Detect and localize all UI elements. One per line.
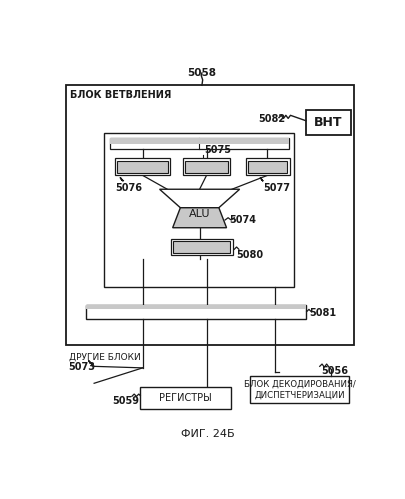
Bar (104, 133, 294, 287)
Text: 5080: 5080 (236, 250, 263, 260)
Bar (305, 110, 350, 135)
Text: 5059: 5059 (111, 396, 139, 406)
Bar (66, 85, 353, 345)
Bar (117, 161, 168, 173)
Bar (171, 239, 232, 255)
Text: БЛОК ВЕТВЛЕНИЯ: БЛОК ВЕТВЛЕНИЯ (70, 90, 171, 100)
Bar (173, 241, 230, 253)
Text: 5077: 5077 (263, 183, 290, 193)
Bar (109, 138, 288, 149)
Text: 5075: 5075 (204, 145, 231, 155)
Bar (109, 138, 288, 144)
Bar (247, 161, 287, 173)
Text: ДРУГИЕ БЛОКИ: ДРУГИЕ БЛОКИ (68, 352, 140, 361)
Text: ALU: ALU (188, 209, 210, 219)
Text: 5076: 5076 (115, 183, 142, 193)
Polygon shape (172, 208, 226, 228)
Text: ВНТ: ВНТ (313, 116, 341, 129)
Text: 5058: 5058 (187, 67, 216, 77)
Text: РЕГИСТРЫ: РЕГИСТРЫ (159, 393, 211, 403)
Bar (86, 305, 305, 318)
Bar (245, 159, 289, 175)
Bar (86, 305, 305, 309)
Text: 5056: 5056 (320, 366, 347, 376)
Bar (140, 387, 230, 409)
Bar (115, 159, 170, 175)
Text: 5082: 5082 (258, 114, 285, 124)
Text: БЛОК ДЕКОДИРОВАНИЯ/
ДИСПЕТЧЕРИЗАЦИИ: БЛОК ДЕКОДИРОВАНИЯ/ ДИСПЕТЧЕРИЗАЦИИ (243, 380, 355, 399)
Bar (182, 159, 230, 175)
Text: ФИГ. 24Б: ФИГ. 24Б (181, 430, 234, 440)
Bar (185, 161, 228, 173)
Polygon shape (159, 189, 239, 208)
Text: 5074: 5074 (229, 215, 256, 225)
Bar (250, 376, 348, 403)
Text: 5081: 5081 (308, 308, 335, 318)
Text: 5073: 5073 (68, 362, 96, 372)
